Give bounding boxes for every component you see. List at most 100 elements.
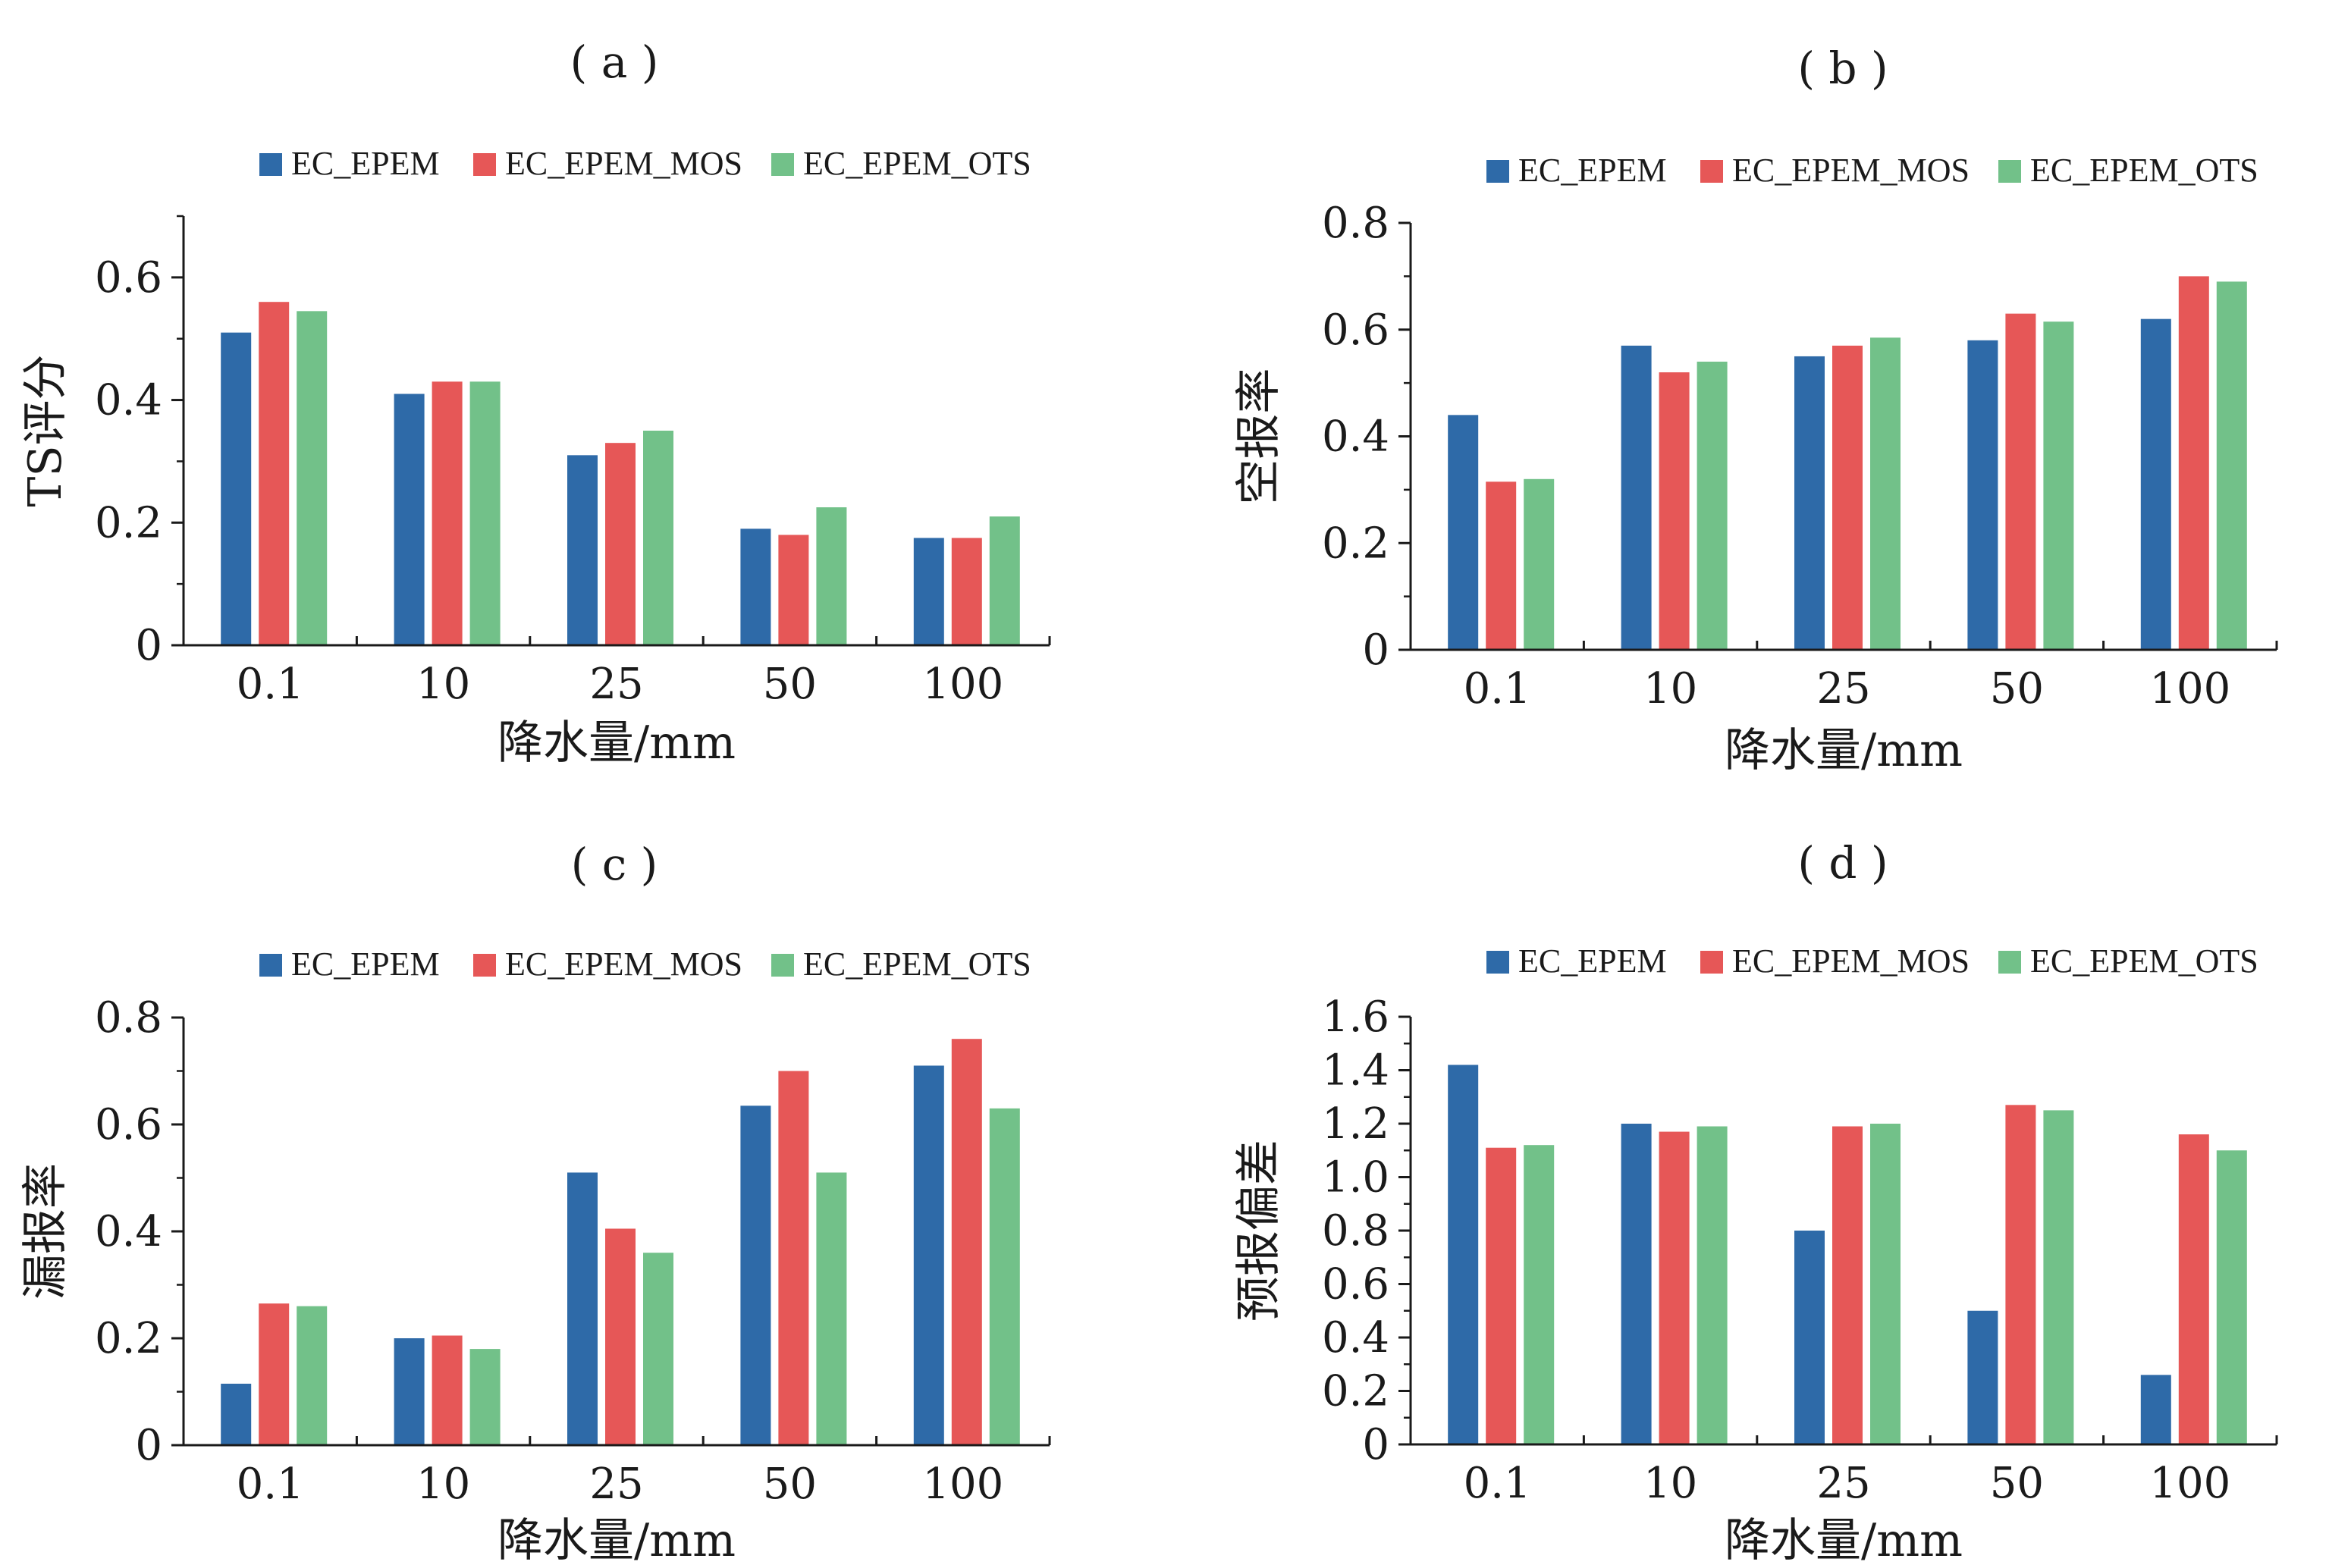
bar-100-series-3 xyxy=(2216,281,2247,650)
legend-label-3: EC_EPEM_OTS xyxy=(2030,942,2258,980)
bar-25-series-3 xyxy=(643,1253,673,1445)
panel-label: ( a ) xyxy=(570,36,659,88)
bar-0_1-series-3 xyxy=(1524,478,1555,650)
y-tick-label: 0.6 xyxy=(95,1100,162,1149)
x-tick-label: 25 xyxy=(1816,1459,1870,1508)
legend-label-2: EC_EPEM_MOS xyxy=(505,145,742,182)
bar-10-series-3 xyxy=(1697,1126,1728,1444)
bar-0_1-series-1 xyxy=(221,332,252,645)
chart-panel-b: ( b ) EC_EPEM EC_EPEM_MOS EC_EPEM_OTS 0 0.2 0.… xyxy=(1232,42,2278,777)
bar-0_1-series-1 xyxy=(221,1383,252,1445)
x-tick-label: 100 xyxy=(922,1460,1003,1509)
legend-swatch-2 xyxy=(1700,951,1723,974)
bar-10-series-1 xyxy=(394,1338,425,1445)
chart-panel-a: ( a ) EC_EPEM EC_EPEM_MOS EC_EPEM_OTS 0 0.2 0.… xyxy=(19,36,1051,770)
bar-50-series-1 xyxy=(1967,1310,1998,1444)
bar-0_1-series-2 xyxy=(259,1303,290,1445)
y-tick-label: 0.6 xyxy=(1322,1260,1389,1309)
y-tick-label: 0.4 xyxy=(95,376,162,425)
bar-0_1-series-3 xyxy=(297,311,328,645)
bar-10-series-1 xyxy=(1621,345,1652,650)
legend-swatch-1 xyxy=(259,954,282,977)
y-axis-title: 预报偏差 xyxy=(1232,1140,1285,1322)
chart-panel-d: ( d )EC_EPEM EC_EPEM_MOS EC_EPEM_OTS00.20.… xyxy=(1232,837,2278,1567)
y-tick-label: 0.6 xyxy=(95,253,162,303)
bar-25-series-2 xyxy=(1832,1126,1863,1444)
y-tick-label: 0.2 xyxy=(1322,1367,1389,1416)
y-axis-title: TS评分 xyxy=(19,354,72,506)
legend-label-3: EC_EPEM_OTS xyxy=(803,946,1031,983)
bar-25-series-1 xyxy=(567,1172,598,1445)
bar-10-series-3 xyxy=(469,1349,501,1445)
x-axis-title: 降水量/mm xyxy=(1725,1514,1963,1564)
legend-label-2: EC_EPEM_MOS xyxy=(505,946,742,983)
legend-label-3: EC_EPEM_OTS xyxy=(2030,152,2258,189)
bar-10-series-2 xyxy=(432,1335,463,1445)
legend-label-2: EC_EPEM_MOS xyxy=(1732,942,1970,980)
bar-10-series-3 xyxy=(1697,361,1728,650)
bar-100-series-1 xyxy=(913,1065,944,1445)
panel-label: ( b ) xyxy=(1797,42,1888,94)
x-tick-label: 50 xyxy=(763,1460,817,1509)
bar-25-series-2 xyxy=(1832,345,1863,650)
x-tick-label: 10 xyxy=(416,660,470,709)
legend-label-1: EC_EPEM xyxy=(1518,942,1667,980)
y-tick-label: 0.2 xyxy=(95,1314,162,1363)
legend-swatch-1 xyxy=(259,153,282,176)
x-tick-label: 50 xyxy=(1990,664,2044,713)
bar-100-series-3 xyxy=(989,1108,1020,1445)
bar-50-series-3 xyxy=(816,1172,847,1445)
legend-label-2: EC_EPEM_MOS xyxy=(1732,152,1970,189)
bar-25-series-2 xyxy=(605,443,636,645)
bar-25-series-3 xyxy=(1870,1124,1901,1444)
bar-0_1-series-1 xyxy=(1448,1065,1479,1444)
bar-100-series-1 xyxy=(2140,318,2171,650)
legend-label-1: EC_EPEM xyxy=(291,946,440,983)
y-tick-label: 0 xyxy=(135,621,162,670)
bar-25-series-1 xyxy=(1794,1231,1825,1444)
bar-25-series-3 xyxy=(643,431,673,645)
legend: EC_EPEM EC_EPEM_MOS EC_EPEM_OTS xyxy=(1486,152,2258,189)
x-tick-label: 10 xyxy=(416,1460,470,1509)
y-tick-label: 0.6 xyxy=(1322,306,1389,355)
bar-100-series-2 xyxy=(2178,1134,2209,1444)
bar-0_1-series-3 xyxy=(1524,1145,1555,1444)
x-axis-title: 降水量/mm xyxy=(498,1514,736,1564)
legend: EC_EPEM EC_EPEM_MOS EC_EPEM_OTS xyxy=(259,145,1031,182)
y-tick-label: 0.2 xyxy=(95,498,162,547)
bar-100-series-2 xyxy=(951,1039,982,1445)
legend-swatch-3 xyxy=(771,954,794,977)
bar-10-series-3 xyxy=(469,381,501,645)
bar-50-series-2 xyxy=(2005,313,2036,650)
y-tick-label: 0.8 xyxy=(1322,199,1389,248)
legend-label-1: EC_EPEM xyxy=(291,145,440,182)
bar-10-series-1 xyxy=(1621,1124,1652,1444)
bar-0_1-series-2 xyxy=(1486,481,1517,650)
y-tick-label: 0.4 xyxy=(1322,412,1389,462)
legend-swatch-3 xyxy=(771,153,794,176)
bar-100-series-1 xyxy=(2140,1375,2171,1444)
bar-100-series-3 xyxy=(989,516,1020,645)
bar-50-series-2 xyxy=(778,535,809,645)
legend-label-1: EC_EPEM xyxy=(1518,152,1667,189)
bar-50-series-3 xyxy=(2043,1110,2074,1444)
x-axis-title: 降水量/mm xyxy=(1725,724,1963,777)
y-tick-label: 1.6 xyxy=(1322,993,1389,1042)
x-tick-label: 0.1 xyxy=(1464,1459,1531,1508)
y-tick-label: 0.4 xyxy=(95,1207,162,1256)
bar-10-series-2 xyxy=(432,381,463,645)
bar-25-series-3 xyxy=(1870,337,1901,650)
legend: EC_EPEM EC_EPEM_MOS EC_EPEM_OTS xyxy=(1486,942,2258,980)
legend-swatch-3 xyxy=(1998,951,2021,974)
bar-50-series-3 xyxy=(816,507,847,645)
bar-100-series-2 xyxy=(2178,276,2209,650)
y-tick-label: 0 xyxy=(135,1421,162,1470)
x-tick-label: 10 xyxy=(1643,664,1697,713)
legend: EC_EPEM EC_EPEM_MOS EC_EPEM_OTS xyxy=(259,946,1031,983)
panel-label: ( d ) xyxy=(1797,837,1888,889)
bar-0_1-series-2 xyxy=(259,302,290,645)
bar-50-series-1 xyxy=(1967,340,1998,650)
bar-50-series-1 xyxy=(740,528,771,645)
